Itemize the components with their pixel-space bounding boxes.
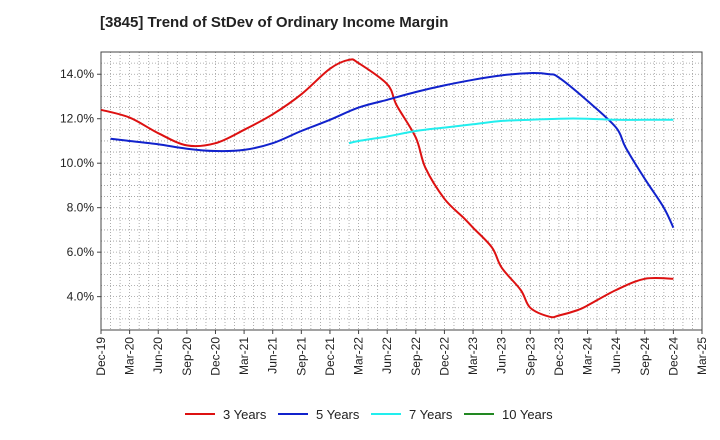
x-tick-label: Mar-21 xyxy=(237,337,251,375)
legend-label-10-years: 10 Years xyxy=(502,407,553,422)
y-tick-label: 4.0% xyxy=(67,290,95,304)
y-tick-label: 14.0% xyxy=(60,67,94,81)
series-line-3-years xyxy=(100,58,674,319)
y-axis-ticks: 4.0% 6.0% 8.0% 10.0% 12.0% 14.0% xyxy=(60,67,101,304)
x-tick-label: Dec-21 xyxy=(323,337,337,376)
x-tick-label: Mar-23 xyxy=(466,337,480,375)
x-tick-label: Sep-20 xyxy=(180,337,194,376)
series-line-5-years xyxy=(110,72,675,229)
x-tick-label: Dec-22 xyxy=(437,337,451,376)
y-tick-label: 8.0% xyxy=(67,201,95,215)
x-tick-label: Sep-21 xyxy=(294,337,308,376)
x-tick-label: Sep-24 xyxy=(638,337,652,376)
x-tick-label: Mar-25 xyxy=(695,337,709,375)
x-tick-label: Jun-20 xyxy=(151,337,165,374)
legend: 3 Years 5 Years 7 Years 10 Years xyxy=(185,407,553,422)
x-tick-label: Jun-21 xyxy=(266,337,280,374)
series-line-7-years xyxy=(348,117,674,145)
x-tick-label: Sep-22 xyxy=(409,337,423,376)
plot-frame xyxy=(100,51,703,331)
x-tick-label: Dec-23 xyxy=(552,337,566,376)
legend-label-3-years: 3 Years xyxy=(223,407,267,422)
x-tick-label: Jun-22 xyxy=(380,337,394,374)
x-tick-label: Jun-24 xyxy=(609,337,623,374)
x-tick-label: Dec-20 xyxy=(208,337,222,376)
chart-title: [3845] Trend of StDev of Ordinary Income… xyxy=(100,14,449,31)
x-axis-ticks: Dec-19 Mar-20 Jun-20 Sep-20 Dec-20 Mar-21 Jun-… xyxy=(94,330,709,376)
plot-area xyxy=(101,52,702,330)
x-tick-label: Jun-23 xyxy=(495,337,509,374)
y-tick-label: 10.0% xyxy=(60,156,94,170)
legend-label-5-years: 5 Years xyxy=(316,407,360,422)
x-tick-label: Mar-20 xyxy=(123,337,137,375)
legend-label-7-years: 7 Years xyxy=(409,407,453,422)
x-tick-label: Mar-22 xyxy=(352,337,366,375)
y-tick-label: 12.0% xyxy=(60,112,94,126)
x-tick-label: Dec-24 xyxy=(666,337,680,376)
grid-lines xyxy=(101,52,702,330)
series-lines xyxy=(100,58,675,319)
y-tick-label: 6.0% xyxy=(67,245,95,259)
x-tick-label: Mar-24 xyxy=(581,337,595,375)
x-tick-label: Sep-23 xyxy=(523,337,537,376)
x-tick-label: Dec-19 xyxy=(94,337,108,376)
